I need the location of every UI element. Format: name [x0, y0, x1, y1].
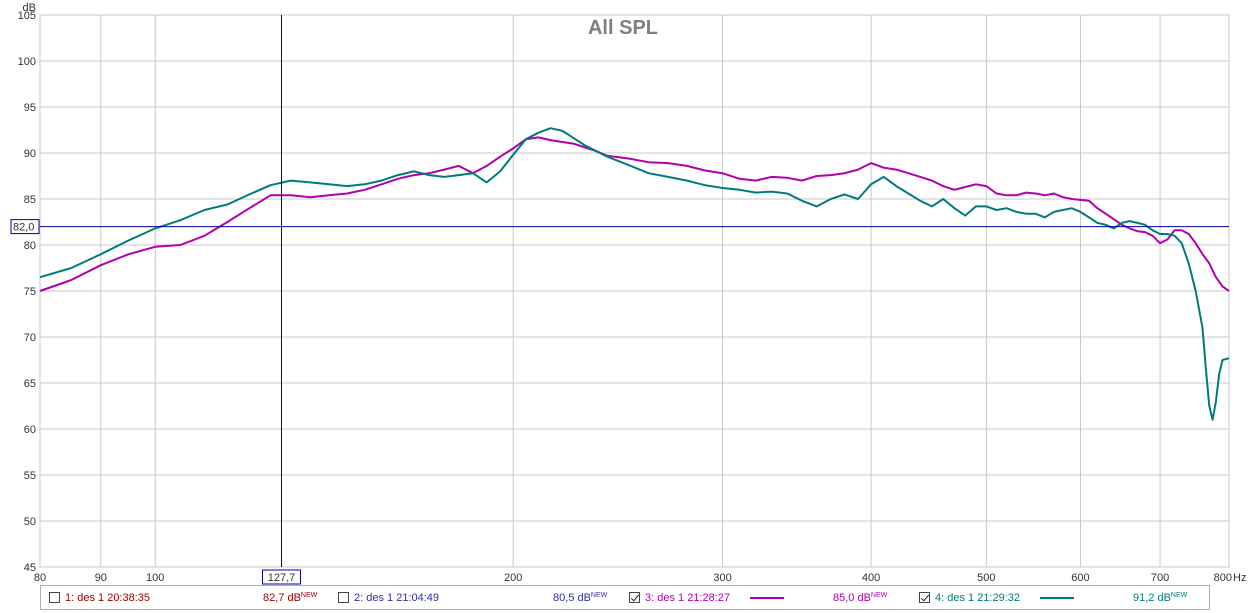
x-axis-unit: Hz: [1233, 572, 1246, 584]
y-axis-label: dB: [23, 2, 36, 14]
y-tick-label: 95: [24, 102, 36, 114]
y-tick-label: 105: [18, 10, 36, 22]
legend-label-3: 3: des 1 21:28:27: [645, 591, 731, 604]
x-tick-label: 700: [1151, 572, 1169, 584]
legend-item-1[interactable]: 1: des 1 20:38:35: [49, 586, 150, 609]
x-tick-label: 300: [713, 572, 731, 584]
legend-swatch-4: [1040, 596, 1075, 599]
legend-item-4[interactable]: 4: des 1 21:29:32: [919, 586, 1075, 609]
y-tick-label: 90: [24, 148, 36, 160]
legend-swatch-3: [750, 596, 785, 599]
series-line-3: [39, 136, 1230, 292]
x-tick-label: 600: [1071, 572, 1089, 584]
series-lines: [39, 127, 1230, 421]
y-tick-label: 45: [24, 562, 36, 574]
y-tick-label: 75: [24, 286, 36, 298]
y-tick-label: 60: [24, 424, 36, 436]
legend-value-2: 80,5 dBNEW: [553, 592, 608, 604]
legend-label-4: 4: des 1 21:29:32: [935, 591, 1021, 604]
legend-checkbox-1[interactable]: [49, 592, 60, 603]
legend-label-2: 2: des 1 21:04:49: [354, 591, 440, 604]
legend-checkbox-4[interactable]: [919, 592, 930, 603]
spl-chart: 45 50 55 60 65 70 75 80 85 90 95 100 105 80 90 100 200 3…: [10, 2, 1246, 585]
cursor-x-readout: 127,7: [268, 572, 296, 584]
x-gridlines: [39, 15, 1230, 567]
x-tick-label: 100: [146, 572, 164, 584]
legend-checkbox-3[interactable]: [629, 592, 640, 603]
y-tick-label: 80: [24, 240, 36, 252]
y-tick-label: 50: [24, 516, 36, 528]
cursor-y-readout: 82,0: [13, 222, 34, 234]
chart-title: All SPL: [588, 17, 658, 39]
y-tick-label: 55: [24, 470, 36, 482]
legend-value-1: 82,7 dBNEW: [263, 592, 318, 604]
x-tick-label: 90: [95, 572, 107, 584]
legend-label-1: 1: des 1 20:38:35: [65, 591, 151, 604]
y-tick-label: 100: [18, 56, 36, 68]
legend-bar: 1: des 1 20:38:35 82,7 dBNEW 2: des 1 21…: [40, 585, 1210, 610]
x-tick-label: 80: [34, 572, 46, 584]
series-line-4: [39, 127, 1230, 421]
x-tick-labels: 80 90 100 200 300 400 500 600 700 800: [34, 572, 1232, 584]
legend-item-2[interactable]: 2: des 1 21:04:49: [338, 586, 439, 609]
y-tick-label: 85: [24, 194, 36, 206]
legend-value-3: 85,0 dBNEW: [833, 592, 888, 604]
y-tick-label: 65: [24, 378, 36, 390]
x-tick-label: 800: [1214, 572, 1232, 584]
cursor[interactable]: 82,0 127,7: [10, 15, 1229, 585]
legend-checkbox-2[interactable]: [338, 592, 349, 603]
legend-item-3[interactable]: 3: des 1 21:28:27: [629, 586, 785, 609]
cursor-y-readout-box: [10, 219, 40, 235]
legend-value-4: 91,2 dBNEW: [1133, 592, 1188, 604]
x-tick-label: 400: [862, 572, 880, 584]
cursor-x-readout-box: [261, 569, 301, 585]
x-tick-label: 200: [504, 572, 522, 584]
y-tick-label: 70: [24, 332, 36, 344]
x-tick-label: 500: [977, 572, 995, 584]
y-tick-labels: 45 50 55 60 65 70 75 80 85 90 95 100 105: [18, 10, 36, 574]
